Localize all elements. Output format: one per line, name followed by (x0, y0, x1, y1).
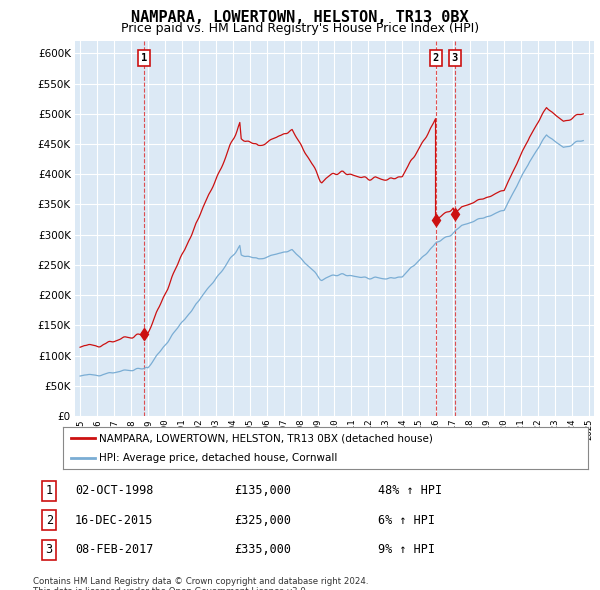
Text: 2: 2 (433, 53, 439, 63)
Text: 1: 1 (140, 53, 147, 63)
Text: HPI: Average price, detached house, Cornwall: HPI: Average price, detached house, Corn… (98, 453, 337, 463)
Text: 16-DEC-2015: 16-DEC-2015 (75, 514, 154, 527)
Text: £325,000: £325,000 (234, 514, 291, 527)
Text: Contains HM Land Registry data © Crown copyright and database right 2024.
This d: Contains HM Land Registry data © Crown c… (33, 577, 368, 590)
Text: 08-FEB-2017: 08-FEB-2017 (75, 543, 154, 556)
Text: 3: 3 (452, 53, 458, 63)
Text: NAMPARA, LOWERTOWN, HELSTON, TR13 0BX (detached house): NAMPARA, LOWERTOWN, HELSTON, TR13 0BX (d… (98, 433, 433, 443)
Text: 1: 1 (46, 484, 53, 497)
Text: Price paid vs. HM Land Registry's House Price Index (HPI): Price paid vs. HM Land Registry's House … (121, 22, 479, 35)
Text: NAMPARA, LOWERTOWN, HELSTON, TR13 0BX: NAMPARA, LOWERTOWN, HELSTON, TR13 0BX (131, 10, 469, 25)
Text: 9% ↑ HPI: 9% ↑ HPI (378, 543, 435, 556)
Text: 02-OCT-1998: 02-OCT-1998 (75, 484, 154, 497)
Text: £135,000: £135,000 (234, 484, 291, 497)
Text: 48% ↑ HPI: 48% ↑ HPI (378, 484, 442, 497)
Text: £335,000: £335,000 (234, 543, 291, 556)
Text: 6% ↑ HPI: 6% ↑ HPI (378, 514, 435, 527)
Text: 2: 2 (46, 514, 53, 527)
Text: 3: 3 (46, 543, 53, 556)
